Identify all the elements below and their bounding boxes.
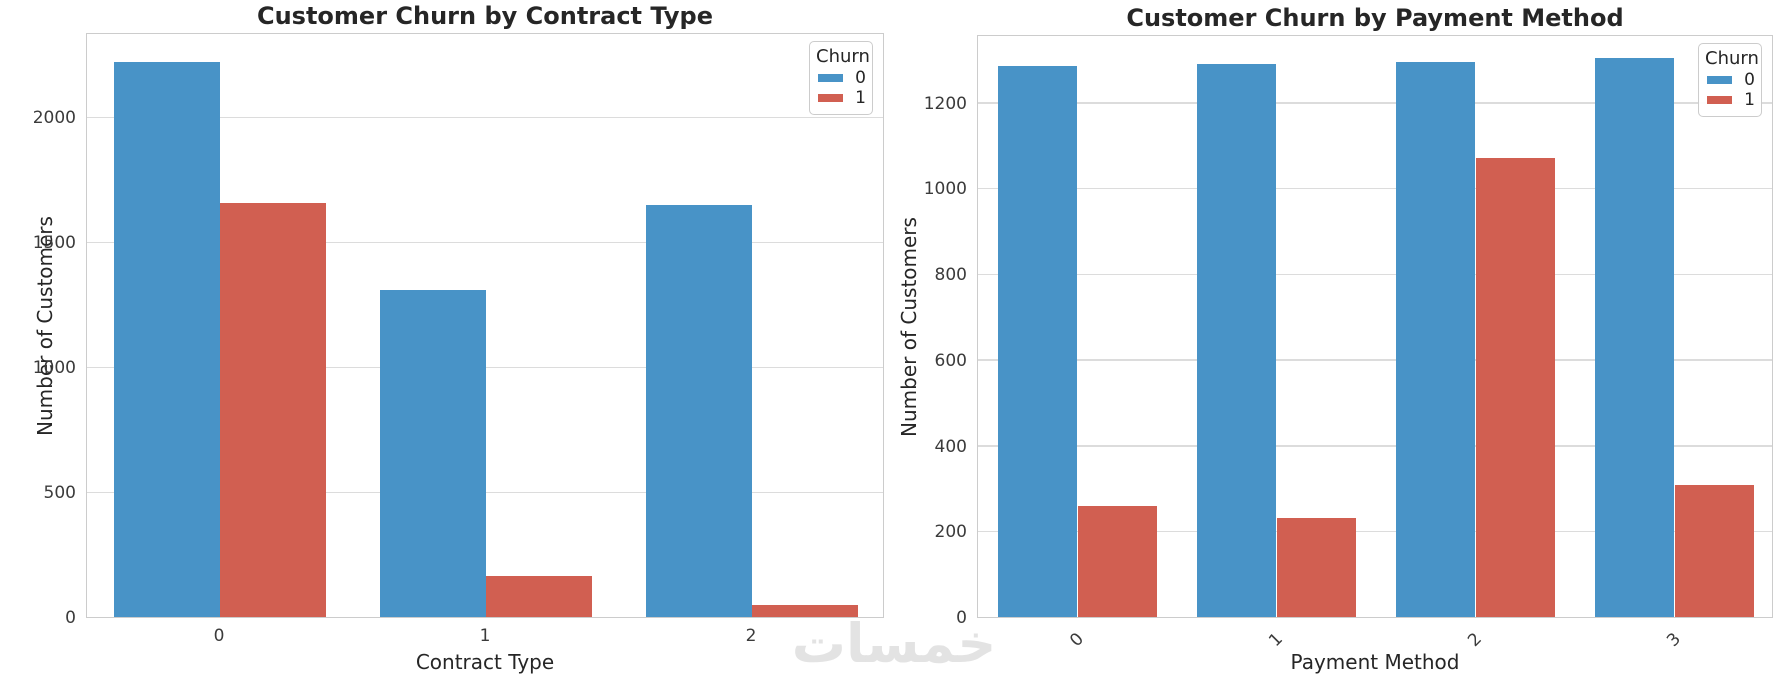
ytick-label-600: 600 [934,350,967,371]
bar-payment-0-churn-0 [997,65,1078,617]
legend-entry-churn-1: 1 [816,88,866,108]
bar-contract-1-churn-0 [379,290,486,617]
chart-payment-plot-area [977,35,1773,618]
chart-payment-title: Customer Churn by Payment Method [1126,4,1624,32]
bar-payment-2-churn-0 [1395,62,1476,617]
legend-swatch-churn-0 [1707,76,1732,84]
ytick-label-0: 0 [65,608,76,628]
legend-swatch-churn-0 [818,74,843,82]
xtick-label-contract-1: 1 [479,626,491,646]
watermark: خمسات [791,612,997,675]
bar-contract-2-churn-1 [752,605,859,617]
legend-label: 0 [855,68,866,88]
gridline-y-2000 [87,116,883,118]
ytick-label-800: 800 [934,265,967,286]
bar-contract-0-churn-0 [113,62,220,617]
bar-contract-0-churn-1 [220,203,327,617]
chart-contract-xlabel: Contract Type [415,650,555,674]
legend-contract: Churn 0 1 [809,41,873,115]
legend-entry-churn-0: 0 [1705,70,1755,90]
chart-contract-title: Customer Churn by Contract Type [256,2,714,30]
gridline-y-200 [978,530,1772,533]
ytick-label-1500: 1500 [32,233,76,253]
ytick-label-2000: 2000 [32,108,76,128]
bar-payment-3-churn-1 [1674,484,1755,617]
xtick-label-contract-2: 2 [745,626,757,646]
legend-title: Churn [1705,48,1759,69]
legend-label: 1 [855,88,866,108]
legend-title: Churn [816,46,870,67]
ytick-label-1200: 1200 [923,93,967,114]
ytick-label-500: 500 [43,483,76,503]
bar-payment-2-churn-1 [1475,157,1556,617]
chart-payment-ylabel: Number of Customers [897,216,921,437]
bar-contract-1-churn-1 [486,575,593,617]
ytick-label-200: 200 [934,522,967,543]
ytick-label-1000: 1000 [32,358,76,378]
ytick-label-1000: 1000 [923,179,967,200]
gridline-y-1200 [978,102,1772,104]
legend-payment: Churn 0 1 [1698,43,1762,117]
gridline-y-1000 [978,187,1772,190]
bar-payment-1-churn-0 [1196,64,1277,617]
bar-payment-1-churn-1 [1276,517,1357,617]
legend-entry-churn-1: 1 [1705,90,1755,110]
bar-payment-3-churn-0 [1594,58,1675,617]
ytick-label-400: 400 [934,436,967,457]
legend-label: 1 [1744,90,1755,110]
gridline-y-1500 [87,241,883,243]
legend-swatch-churn-1 [1707,96,1732,104]
legend-swatch-churn-1 [818,94,843,102]
bar-contract-2-churn-0 [645,205,752,617]
legend-label: 0 [1744,70,1755,90]
legend-entry-churn-0: 0 [816,68,866,88]
chart-payment-xlabel: Payment Method [1290,650,1460,674]
gridline-y-800 [978,273,1772,276]
gridline-y-600 [978,359,1772,361]
ytick-label-0: 0 [956,608,967,628]
bar-payment-0-churn-1 [1077,506,1158,617]
chart-contract-plot-area [86,33,884,618]
xtick-label-contract-0: 0 [213,626,225,646]
gridline-y-400 [978,445,1772,447]
